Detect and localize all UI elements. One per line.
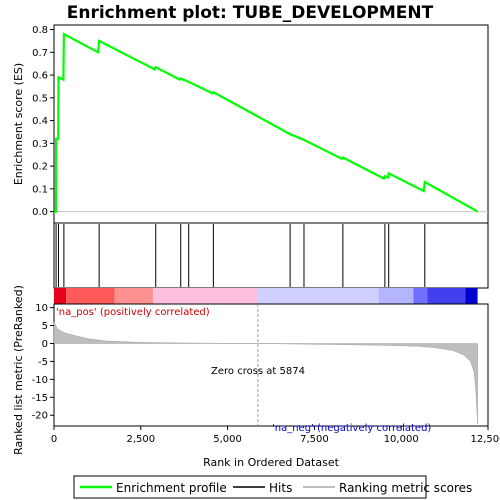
- neg-correlated-label: 'na_neg' (negatively correlated): [272, 423, 431, 434]
- es-y-tick-label: 0.6: [32, 71, 48, 82]
- metric-y-axis-label: Ranked list metric (PreRanked): [12, 285, 25, 455]
- metric-y-tick-label: 10: [35, 303, 48, 314]
- chart-title: Enrichment plot: TUBE_DEVELOPMENT: [67, 3, 434, 23]
- gradient-segment: [54, 288, 67, 304]
- ranking-metric-area: [53, 321, 478, 425]
- es-y-tick-label: 0.7: [32, 48, 48, 59]
- legend-label-enrichment: Enrichment profile: [116, 481, 227, 495]
- x-tick-label: 7,500: [300, 434, 329, 445]
- x-axis-label: Rank in Ordered Dataset: [203, 456, 340, 469]
- metric-y-tick-label: -20: [32, 411, 48, 422]
- x-tick-label: 2,500: [126, 434, 155, 445]
- metric-y-tick-label: 0: [42, 339, 48, 350]
- gradient-segment: [378, 288, 414, 304]
- x-axis: 0 2,500 5,000 7,500 10,000 12,500: [51, 426, 500, 445]
- metric-panel-frame: [53, 303, 489, 427]
- metric-y-tick-label: -5: [38, 357, 48, 368]
- legend-label-hits: Hits: [269, 481, 292, 495]
- es-y-tick-label: 0.2: [32, 162, 48, 173]
- metric-y-tick-label: -15: [32, 393, 48, 404]
- hits-panel-frame: [53, 222, 489, 289]
- x-tick-label: 12,500: [471, 434, 500, 445]
- correlation-gradient-bar: [54, 288, 478, 304]
- es-y-axis-label: Enrichment score (ES): [12, 63, 25, 185]
- x-tick-label: 0: [51, 434, 57, 445]
- es-y-tick-label: 0.0: [32, 207, 48, 218]
- x-tick-label: 10,000: [384, 434, 419, 445]
- es-y-tick-label: 0.8: [32, 25, 48, 36]
- legend-label-metric: Ranking metric scores: [339, 481, 472, 495]
- es-y-tick-label: 0.1: [32, 184, 48, 195]
- gradient-segment: [114, 288, 153, 304]
- metric-y-tick-label: 5: [42, 321, 48, 332]
- metric-y-axis: 10 5 0 -5 -10 -15 -20: [32, 303, 54, 422]
- metric-y-tick-label: -10: [32, 375, 48, 386]
- pos-correlated-label: 'na_pos' (positively correlated): [56, 307, 210, 318]
- gradient-segment: [427, 288, 466, 304]
- es-y-tick-label: 0.4: [32, 116, 48, 127]
- gradient-segment: [413, 288, 428, 304]
- es-y-tick-label: 0.3: [32, 139, 48, 150]
- es-y-axis: 0.0 0.1 0.2 0.3 0.4 0.5 0.6 0.7 0.8: [32, 25, 488, 218]
- hit-marks: [55, 224, 426, 287]
- gradient-segment: [257, 288, 379, 304]
- es-y-tick-label: 0.5: [32, 93, 48, 104]
- gradient-segment: [465, 288, 478, 304]
- gradient-segment: [66, 288, 115, 304]
- x-tick-label: 5,000: [213, 434, 242, 445]
- zero-cross-label: Zero cross at 5874: [211, 366, 305, 377]
- enrichment-profile-line: [54, 32, 479, 213]
- gradient-segment: [152, 288, 258, 304]
